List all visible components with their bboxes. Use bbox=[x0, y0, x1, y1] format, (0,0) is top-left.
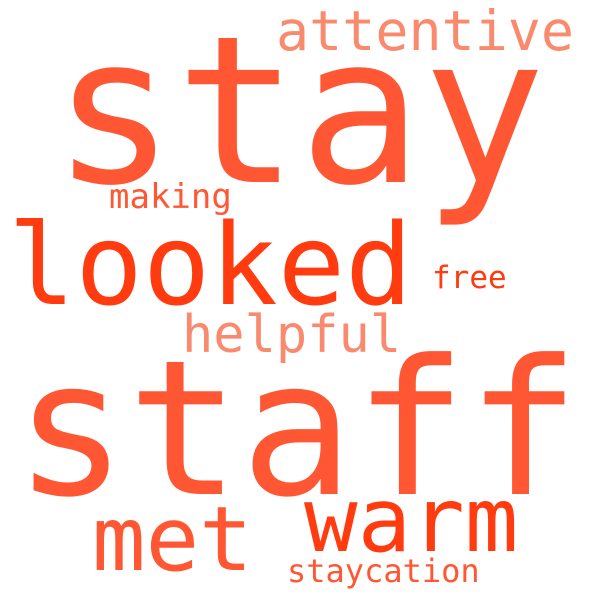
word-stay: stay bbox=[52, 0, 546, 231]
word-warm: warm bbox=[304, 468, 519, 572]
word-free: free bbox=[432, 260, 507, 296]
word-attentive: attentive bbox=[276, 0, 575, 63]
word-looked: looked bbox=[8, 201, 413, 331]
word-making: making bbox=[109, 177, 232, 217]
word-staycation: staycation bbox=[287, 552, 480, 590]
word-helpful: helpful bbox=[182, 305, 402, 365]
word-staff: staff bbox=[14, 320, 580, 539]
word-met: met bbox=[92, 487, 253, 591]
